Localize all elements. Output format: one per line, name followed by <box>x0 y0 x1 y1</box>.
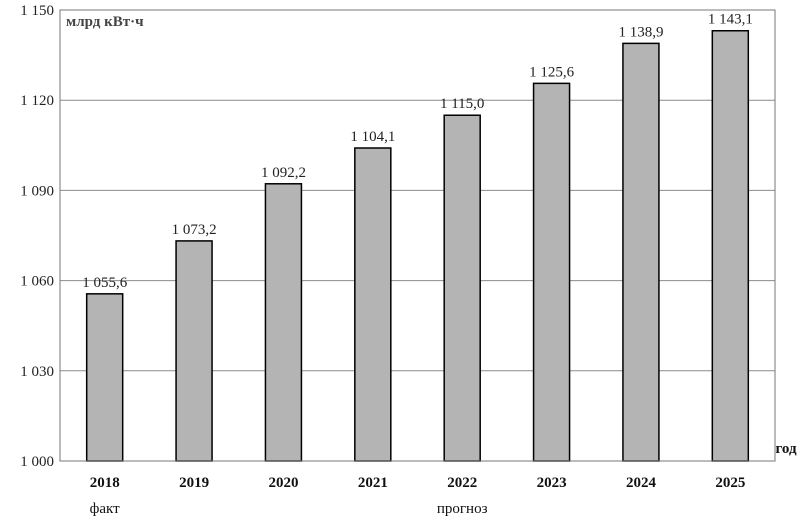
x-axis-categories: 2018 2019 2020 2021 2022 2023 2024 2025 <box>90 475 746 491</box>
bar-2020 <box>264 183 303 462</box>
y-tick-label: 1 030 <box>20 364 54 380</box>
data-label-2019: 1 073,2 <box>172 222 217 238</box>
x-category-label: 2020 <box>268 475 298 491</box>
data-label-2020: 1 092,2 <box>261 165 306 181</box>
x-category-label: 2025 <box>715 475 745 491</box>
bar-2018 <box>85 293 124 462</box>
data-label-2025: 1 143,1 <box>708 12 753 28</box>
bar-2025 <box>711 29 750 462</box>
y-tick-label: 1 060 <box>20 274 54 290</box>
x-category-label: 2021 <box>358 475 388 491</box>
bar-2019 <box>175 240 213 462</box>
data-label-2023: 1 125,6 <box>529 64 575 80</box>
data-label-2024: 1 138,9 <box>618 24 663 40</box>
y-tick-label: 1 090 <box>20 183 54 199</box>
data-label-2018: 1 055,6 <box>82 275 128 291</box>
y-axis-unit-label: млрд кВт·ч <box>66 14 144 30</box>
note-fact: факт <box>90 501 120 517</box>
plot-frame <box>59 9 776 462</box>
x-category-label: 2023 <box>537 475 567 491</box>
x-category-label: 2019 <box>179 475 209 491</box>
data-label-2021: 1 104,1 <box>350 129 395 145</box>
x-axis-label: год <box>775 441 797 457</box>
y-tick-label: 1 150 <box>20 3 54 19</box>
bar-2021 <box>354 147 392 462</box>
bars <box>85 29 750 462</box>
bar-2023 <box>532 82 571 462</box>
data-labels: 1 055,6 1 073,2 1 092,2 1 104,1 1 115,0 1 125… <box>82 12 753 291</box>
y-axis-ticks: 1 000 1 030 1 060 1 090 1 120 1 150 <box>20 3 54 470</box>
bar-2022 <box>443 114 481 462</box>
y-tick-label: 1 000 <box>20 454 54 470</box>
y-tick-label: 1 120 <box>20 93 54 109</box>
note-forecast: прогноз <box>437 501 488 517</box>
bar-2024 <box>622 42 660 462</box>
data-label-2022: 1 115,0 <box>440 96 484 112</box>
x-category-label: 2024 <box>626 475 657 491</box>
x-category-label: 2018 <box>90 475 120 491</box>
x-category-label: 2022 <box>447 475 477 491</box>
gridlines <box>60 99 775 372</box>
